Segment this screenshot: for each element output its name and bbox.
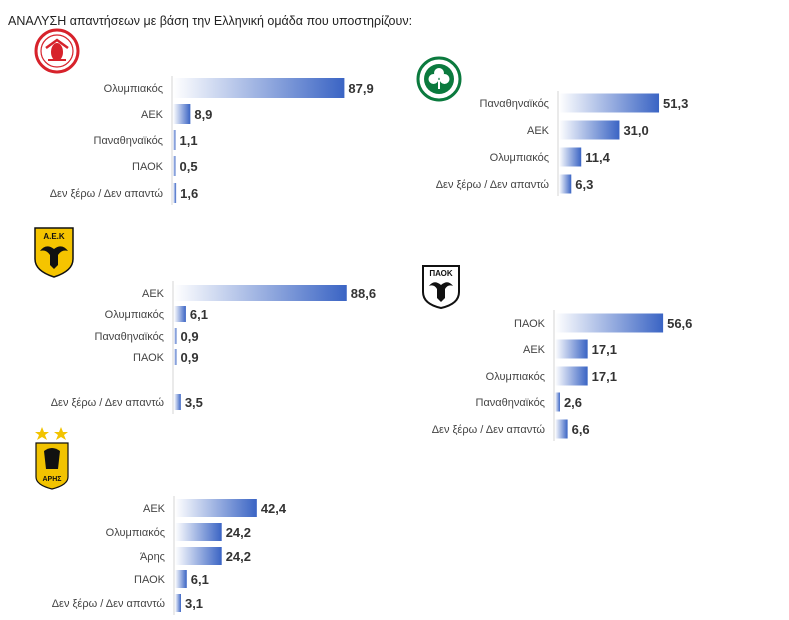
value-label: 2,6 [564,395,582,410]
bar [174,328,177,344]
bar [559,147,582,167]
aris-crest-icon: ΑΡΗΣ [32,425,72,491]
value-label: 87,9 [348,81,373,96]
value-label: 56,6 [667,316,692,331]
chart-olympiacos: Ολυμπιακός 87,9 ΑΕΚ 8,9 Παναθηναϊκός 1,1 ΠΑΟΚ 0… [50,76,374,205]
bar [173,104,191,124]
category-label: ΑΕΚ [141,109,164,121]
bar [173,183,177,203]
svg-text:Α.Ε.Κ: Α.Ε.Κ [43,232,65,241]
value-label: 1,6 [180,186,198,201]
value-label: 1,1 [180,133,198,148]
value-label: 0,9 [181,329,199,344]
bar [555,392,560,412]
category-label: ΑΕΚ [142,288,165,300]
value-label: 6,1 [190,307,208,322]
category-label: ΠΑΟΚ [134,574,166,586]
bar [555,313,664,333]
chart-aris: ΑΕΚ 42,4 Ολυμπιακός 24,2 Άρης 24,2 ΠΑΟΚ 6,1 Δεν … [52,496,287,615]
category-label: Παναθηναϊκός [94,135,164,147]
aek-eagle-icon: Α.Ε.Κ [32,225,76,279]
category-label: Ολυμπιακός [490,152,549,164]
category-label: ΠΑΟΚ [133,352,165,364]
value-label: 6,1 [191,572,209,587]
bar [559,120,620,140]
category-label: Δεν ξέρω / Δεν απαντώ [52,598,166,610]
value-label: 6,3 [575,177,593,192]
bar [175,547,222,565]
category-label: Ολυμπιακός [104,83,163,95]
value-label: 24,2 [226,525,251,540]
category-label: Ολυμπιακός [486,371,545,383]
category-label: ΠΑΟΚ [132,161,164,173]
category-label: Δεν ξέρω / Δεν απαντώ [50,188,164,200]
bar [174,306,186,322]
category-label: Άρης [140,551,165,563]
category-label: Ολυμπιακός [105,309,164,321]
bar [175,499,257,517]
bar [175,570,187,588]
bar [174,349,177,365]
category-label: Δεν ξέρω / Δεν απαντώ [51,397,165,409]
value-label: 3,5 [185,395,203,410]
olympiacos-crest-icon [34,28,80,74]
category-label: ΠΑΟΚ [514,318,546,330]
bar [555,339,588,359]
bar [173,130,176,150]
category-label: Παναθηναϊκός [476,397,546,409]
page-title: ΑΝΑΛΥΣΗ απαντήσεων με βάση την Ελληνική … [8,14,413,28]
bar [174,394,181,410]
svg-text:ΠΑΟΚ: ΠΑΟΚ [429,269,453,278]
chart-aek: ΑΕΚ 88,6 Ολυμπιακός 6,1 Παναθηναϊκός 0,9 ΠΑΟΚ 0… [51,281,376,414]
category-label: ΑΕΚ [523,344,546,356]
value-label: 42,4 [261,501,287,516]
value-label: 17,1 [592,369,617,384]
value-label: 17,1 [592,342,617,357]
category-label: Παναθηναϊκός [95,331,165,343]
bar [555,419,568,439]
value-label: 88,6 [351,286,376,301]
panathinaikos-clover-icon [416,56,462,102]
bar [555,366,588,386]
bar [174,285,347,301]
bar [173,78,345,98]
value-label: 31,0 [623,123,648,138]
bar [559,93,660,113]
svg-text:ΑΡΗΣ: ΑΡΗΣ [43,476,62,483]
paok-eagle-icon: ΠΑΟΚ [421,264,461,310]
bar [175,523,222,541]
category-label: ΑΕΚ [527,125,550,137]
value-label: 6,6 [572,422,590,437]
value-label: 8,9 [194,107,212,122]
value-label: 0,5 [180,159,198,174]
category-label: Παναθηναϊκός [480,98,550,110]
value-label: 24,2 [226,549,251,564]
value-label: 51,3 [663,96,688,111]
category-label: Ολυμπιακός [106,527,165,539]
category-label: ΑΕΚ [143,503,166,515]
value-label: 0,9 [181,350,199,365]
bar [175,594,181,612]
bar [173,156,176,176]
category-label: Δεν ξέρω / Δεν απαντώ [432,424,546,436]
chart-paok: ΠΑΟΚ 56,6 ΑΕΚ 17,1 Ολυμπιακός 17,1 Παναθηναϊκό… [432,310,692,441]
value-label: 11,4 [585,150,610,165]
category-label: Δεν ξέρω / Δεν απαντώ [436,179,550,191]
value-label: 3,1 [185,596,203,611]
bar [559,174,572,194]
chart-panathinaikos: Παναθηναϊκός 51,3 ΑΕΚ 31,0 Ολυμπιακός 11,4 Δεν… [436,91,688,196]
